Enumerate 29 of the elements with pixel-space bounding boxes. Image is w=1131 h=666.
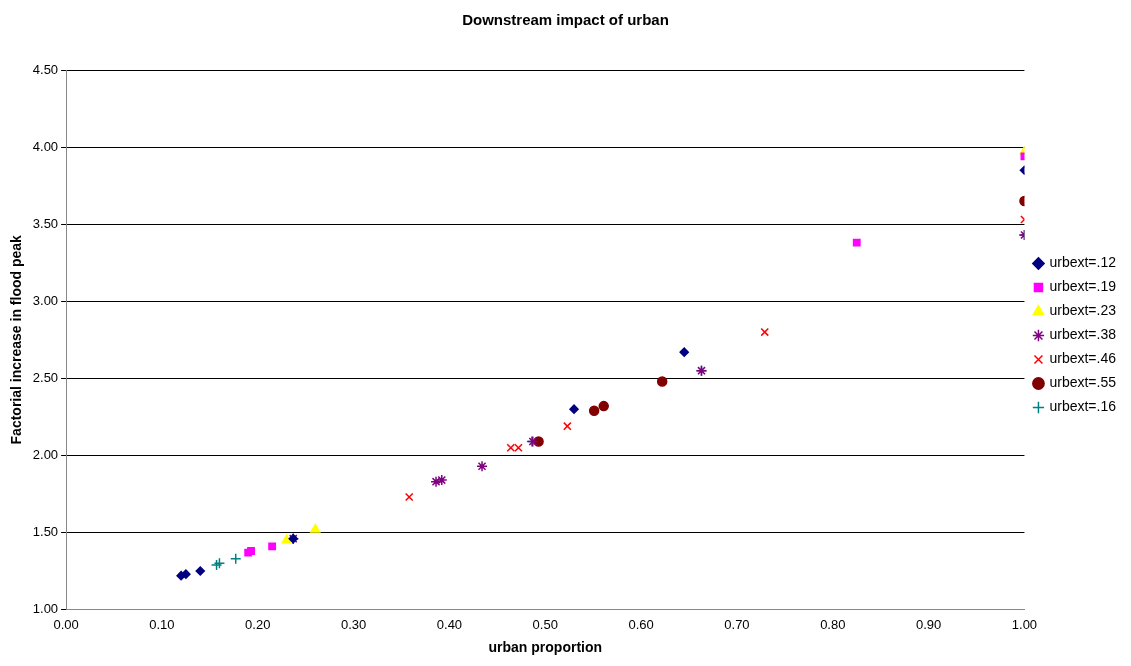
legend-label: urbext=.55 <box>1049 374 1117 391</box>
x-tick-label: 0.10 <box>149 616 175 632</box>
y-tick-label: 1.00 <box>32 601 59 617</box>
legend-label: urbext=.16 <box>1049 398 1117 415</box>
x-tick-label: 0.70 <box>724 616 750 632</box>
x-tick-label: 0.60 <box>628 616 654 632</box>
x-tick-label: 1.00 <box>1011 616 1038 632</box>
y-tick-label: 4.00 <box>32 138 59 154</box>
legend-label: urbext=.12 <box>1049 254 1117 271</box>
legend-label: urbext=.38 <box>1049 326 1117 343</box>
x-tick-label: 0.80 <box>820 616 846 632</box>
y-tick-label: 1.50 <box>32 524 59 540</box>
x-axis-title: urban proportion <box>488 639 603 656</box>
chart-title: Downstream impact of urban <box>462 11 669 29</box>
legend-label: urbext=.23 <box>1049 302 1117 319</box>
y-tick-label: 2.00 <box>32 447 59 463</box>
x-tick-label: 0.90 <box>915 616 942 632</box>
y-tick-label: 4.50 <box>32 61 59 77</box>
y-axis-title: Factorial increase in flood peak <box>8 234 25 445</box>
x-tick-label: 0.30 <box>340 616 367 632</box>
x-tick-label: 0.00 <box>53 616 79 632</box>
y-tick-label: 3.50 <box>32 215 59 231</box>
x-tick-label: 0.20 <box>245 616 271 632</box>
legend-label: urbext=.46 <box>1049 350 1117 367</box>
y-tick-label: 2.50 <box>32 369 59 385</box>
legend-label: urbext=.19 <box>1049 278 1117 295</box>
x-tick-label: 0.50 <box>532 616 558 632</box>
x-tick-label: 0.40 <box>436 616 463 632</box>
y-tick-label: 3.00 <box>32 292 59 308</box>
